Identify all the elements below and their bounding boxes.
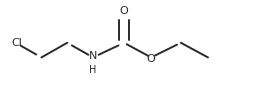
Text: O: O — [120, 6, 128, 16]
Text: N: N — [89, 51, 97, 61]
Text: H: H — [89, 65, 97, 74]
Text: O: O — [147, 54, 156, 64]
Text: Cl: Cl — [11, 38, 22, 48]
